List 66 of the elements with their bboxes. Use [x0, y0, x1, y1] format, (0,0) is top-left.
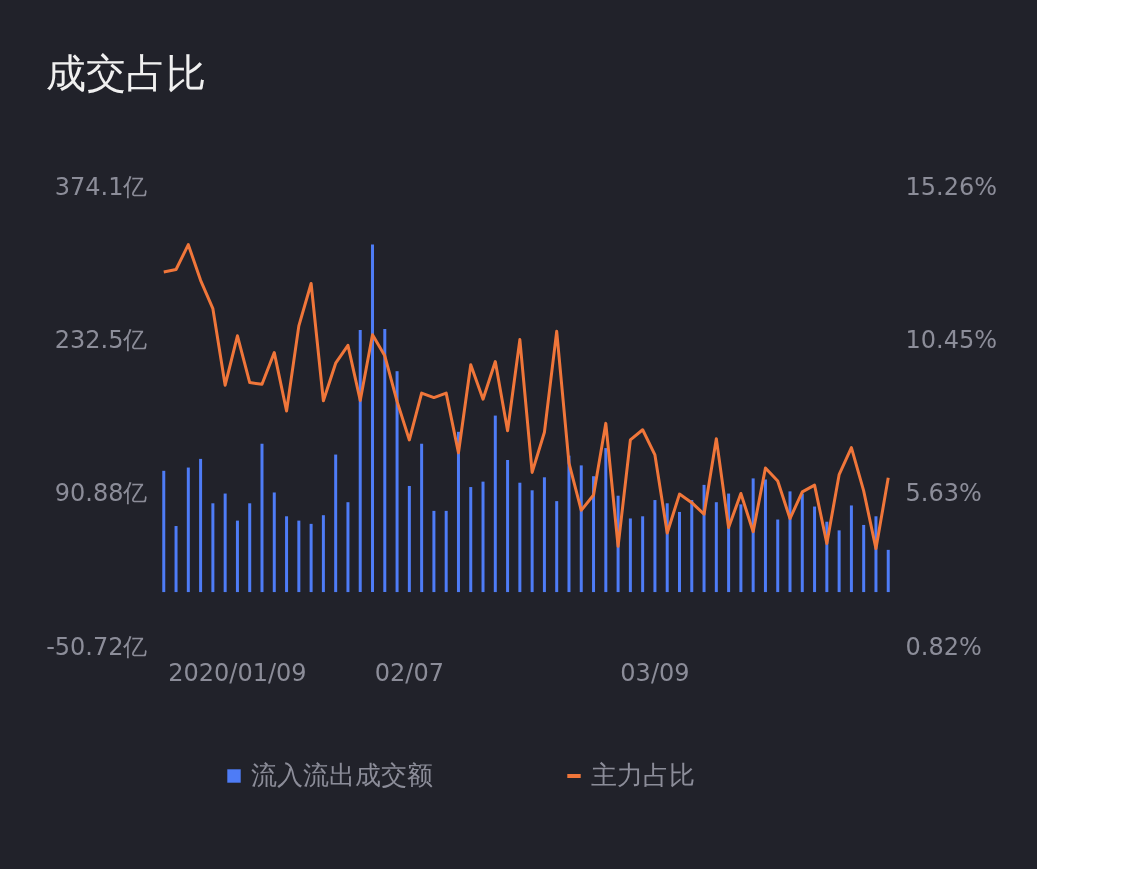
bar — [272, 492, 276, 593]
x-tick-label: 2020/01/09 — [168, 658, 307, 687]
bar — [579, 465, 583, 593]
bar — [739, 504, 743, 593]
bar — [837, 530, 841, 593]
bar — [555, 501, 559, 593]
bar — [763, 479, 767, 593]
bar — [469, 487, 473, 593]
bar — [604, 448, 608, 593]
y-tick-label: 374.1亿 — [54, 172, 148, 201]
bar — [297, 520, 301, 593]
bar — [690, 500, 694, 593]
bar — [849, 505, 853, 593]
bar — [432, 510, 436, 593]
bar — [714, 502, 718, 593]
bar — [862, 524, 866, 593]
bar — [321, 515, 325, 593]
bar — [383, 328, 387, 593]
bar — [346, 502, 350, 593]
bar — [751, 478, 755, 593]
bar — [334, 454, 338, 593]
y2-tick-label: 10.45% — [905, 325, 998, 354]
x-tick-label: 03/09 — [620, 658, 690, 687]
bar — [186, 467, 190, 593]
y2-tick-label: 0.82% — [905, 632, 982, 661]
legend-label: 主力占比 — [591, 760, 695, 790]
bar — [285, 516, 289, 593]
bar — [260, 443, 264, 593]
bar — [677, 511, 681, 593]
bar — [162, 470, 166, 593]
bar — [628, 518, 632, 593]
bar — [420, 443, 424, 593]
bar — [211, 503, 215, 593]
bar — [248, 503, 252, 593]
bar — [886, 549, 890, 593]
bar — [800, 493, 804, 593]
legend-label: 流入流出成交额 — [251, 760, 433, 790]
bar — [309, 523, 313, 593]
bar — [174, 526, 178, 593]
bar — [395, 371, 399, 593]
bar — [653, 500, 657, 593]
y2-tick-label: 5.63% — [905, 479, 982, 508]
chart-title: 成交占比 — [45, 50, 206, 96]
bar — [481, 481, 485, 593]
bar — [530, 490, 534, 593]
y-tick-label: 90.88亿 — [54, 479, 148, 508]
bar — [776, 519, 780, 593]
bar — [407, 485, 411, 593]
x-tick-label: 02/07 — [374, 658, 444, 687]
y-tick-label: -50.72亿 — [46, 632, 148, 661]
bar — [788, 491, 792, 593]
bar — [444, 510, 448, 593]
bar — [235, 520, 239, 593]
bar — [199, 458, 203, 593]
line-series — [162, 243, 890, 551]
bar — [493, 415, 497, 593]
bar — [518, 482, 522, 593]
bar — [371, 244, 375, 593]
bar — [542, 477, 546, 593]
bar — [358, 330, 362, 593]
bar — [223, 493, 227, 593]
y-tick-label: 232.5亿 — [54, 325, 148, 354]
bar — [506, 459, 510, 593]
bar — [813, 506, 817, 593]
y2-tick-label: 15.26% — [905, 172, 998, 201]
bar — [641, 516, 645, 593]
